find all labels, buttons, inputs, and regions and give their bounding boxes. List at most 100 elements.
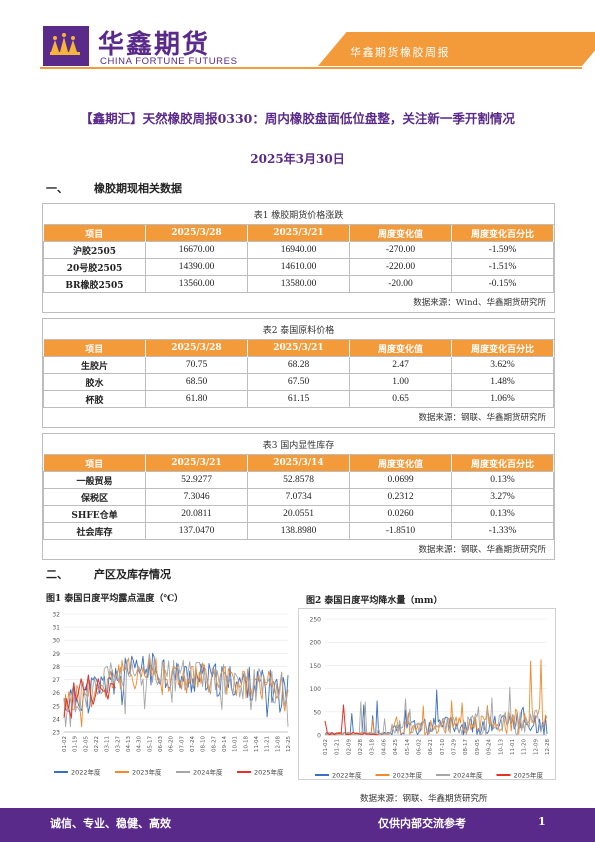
table-cell: 67.50 — [247, 373, 350, 391]
footer-bar — [0, 808, 595, 842]
table-cell: -0.15% — [451, 275, 554, 293]
x-tick-label: 06-02 — [416, 739, 422, 755]
x-tick-label: 10-18 — [243, 736, 249, 752]
x-tick-label: 07-24 — [190, 736, 196, 752]
table-header-cell: 2025/3/21 — [247, 339, 350, 357]
company-logo-icon — [43, 26, 89, 66]
table-source: 数据来源：钢联、华鑫期货研究所 — [418, 413, 546, 423]
table-cell: 3.62% — [451, 356, 554, 374]
report-series-label: 华鑫期货橡胶周报 — [350, 46, 450, 59]
table-header-row: 项目 2025/3/28 2025/3/21 周度变化值 周度变化百分比 — [43, 339, 554, 357]
x-tick-label: 08-27 — [211, 736, 217, 752]
x-tick-label: 04-06 — [381, 739, 387, 755]
table-header-cell: 周度变化值 — [349, 224, 452, 242]
x-tick-label: 02-09 — [346, 739, 352, 755]
table-cell: 2.47 — [349, 356, 452, 374]
x-tick-label: 09-14 — [222, 736, 228, 752]
table-header-cell: 周度变化百分比 — [451, 339, 554, 357]
table-row: 20号胶2505 14390.00 14610.00 -220.00 -1.51… — [43, 258, 554, 276]
table-row: 社会库存 137.0470 138.8980 -1.8510 -1.33% — [43, 522, 554, 540]
x-tick-label: 06-20 — [169, 736, 175, 752]
x-tick-label: 07-07 — [179, 736, 185, 752]
table-header-cell: 项目 — [43, 454, 146, 472]
x-tick-label: 05-14 — [405, 739, 411, 755]
table-2: 表2 泰国原料价格 项目 2025/3/28 2025/3/21 周度变化值 周… — [42, 318, 555, 428]
table-cell: SHFE仓单 — [43, 505, 146, 523]
table-cell: 胶水 — [43, 373, 146, 391]
chart-2-svg: 0 50 100 150 200 250 01-02 01-21 02-09 02-28 03-18… — [310, 617, 551, 780]
table-cell: 20号胶2505 — [43, 258, 146, 276]
table-cell: 0.65 — [349, 390, 452, 408]
report-title: 【鑫期汇】天然橡胶周报0330：周内橡胶盘面低位盘整，关注新一季开割情况 — [80, 111, 515, 126]
page-number: 1 — [538, 815, 546, 828]
x-tick-label: 01-02 — [323, 739, 329, 755]
table-header-cell: 2025/3/28 — [145, 224, 248, 242]
table-header-cell: 周度变化值 — [349, 454, 452, 472]
legend-label: 2025年度 — [514, 771, 544, 780]
logo-text-cn: 华鑫期货 — [98, 30, 211, 60]
table-cell: 13580.00 — [247, 275, 350, 293]
legend-label: 2022年度 — [332, 771, 362, 780]
table-cell: -1.33% — [451, 522, 554, 540]
y-tick-label: 150 — [310, 663, 322, 670]
table-row: 保税区 7.3046 7.0734 0.2312 3.27% — [43, 488, 554, 506]
chart-2: 0 50 100 150 200 250 01-02 01-21 02-09 02-28 03-18… — [298, 608, 556, 780]
table-cell: 杯胶 — [43, 390, 146, 408]
table-row: 一般贸易 52.9277 52.8578 0.0699 0.13% — [43, 471, 554, 489]
header-divider — [40, 67, 582, 69]
x-tick-label: 09-05 — [475, 739, 481, 755]
table-cell: 1.48% — [451, 373, 554, 391]
x-tick-label: 07-29 — [452, 739, 458, 755]
table-row: 杯胶 61.80 61.15 0.65 1.06% — [43, 390, 554, 408]
series-line — [63, 653, 289, 728]
x-tick-label: 10-01 — [233, 736, 239, 752]
legend-label: 2024年度 — [193, 768, 223, 777]
table-header-cell: 周度变化百分比 — [451, 224, 554, 242]
y-tick-label: 28 — [52, 664, 60, 671]
table-cell: 0.13% — [451, 505, 554, 523]
x-tick-label: 06-21 — [428, 739, 434, 755]
x-tick-label: 02-28 — [358, 739, 364, 755]
x-tick-label: 03-27 — [115, 736, 121, 752]
table-header-cell: 周度变化值 — [349, 339, 452, 357]
table-caption: 表2 泰国原料价格 — [43, 319, 554, 340]
x-tick-label: 08-17 — [463, 739, 469, 755]
y-tick-label: 32 — [52, 612, 60, 619]
table-header-row: 项目 2025/3/28 2025/3/21 周度变化值 周度变化百分比 — [43, 224, 554, 242]
x-tick-label: 02-22 — [94, 736, 100, 752]
table-header-cell: 2025/3/14 — [247, 454, 350, 472]
y-tick-label: 27 — [52, 677, 60, 684]
section-2-number: 二、 — [46, 568, 68, 581]
table-cell: -270.00 — [349, 241, 452, 259]
y-tick-label: 23 — [52, 730, 60, 737]
y-tick-label: 250 — [310, 617, 322, 624]
x-tick-label: 11-21 — [265, 736, 271, 752]
x-tick-label: 07-10 — [440, 739, 446, 755]
y-tick-label: 200 — [310, 640, 322, 647]
x-tick-label: 12-25 — [286, 736, 292, 752]
table-caption: 表3 国内显性库存 — [43, 434, 554, 455]
table-cell: 7.0734 — [247, 488, 350, 506]
table-cell: 68.28 — [247, 356, 350, 374]
table-3: 表3 国内显性库存 项目 2025/3/21 2025/3/14 周度变化值 周… — [42, 433, 555, 560]
x-tick-label: 04-25 — [393, 739, 399, 755]
table-cell: 0.0260 — [349, 505, 452, 523]
table-cell: 沪胶2505 — [43, 241, 146, 259]
table-cell: 52.9277 — [145, 471, 248, 489]
x-tick-label: 01-19 — [73, 736, 79, 752]
table-cell: 1.00 — [349, 373, 452, 391]
table-header-cell: 项目 — [43, 224, 146, 242]
table-cell: BR橡胶2505 — [43, 275, 146, 293]
table-header-row: 项目 2025/3/21 2025/3/14 周度变化值 周度变化百分比 — [43, 454, 554, 472]
x-tick-label: 08-10 — [201, 736, 207, 752]
footer-slogan: 诚信、专业、稳健、高效 — [50, 817, 171, 830]
table-cell: 16670.00 — [145, 241, 248, 259]
table-cell: 社会库存 — [43, 522, 146, 540]
x-tick-label: 03-18 — [370, 739, 376, 755]
x-tick-label: 11-01 — [510, 739, 516, 755]
table-header-cell: 2025/3/28 — [145, 339, 248, 357]
table-cell: -1.51% — [451, 258, 554, 276]
legend-label: 2024年度 — [453, 771, 483, 780]
x-tick-label: 05-17 — [147, 736, 153, 752]
table-cell: 1.06% — [451, 390, 554, 408]
